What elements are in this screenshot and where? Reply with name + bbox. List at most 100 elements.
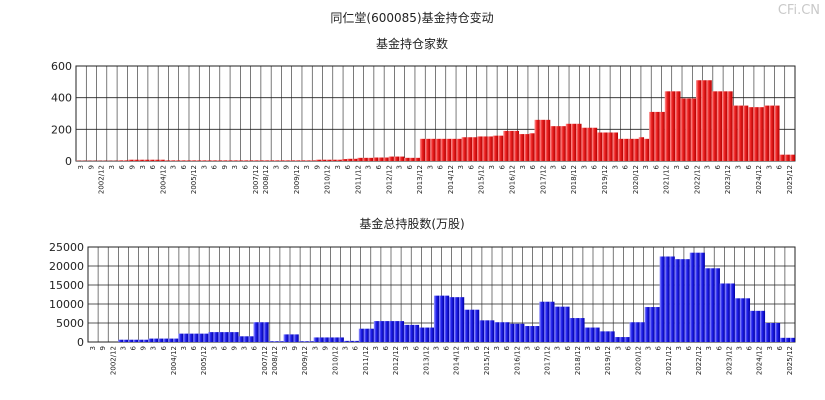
x-tick-label: 6 [594, 345, 602, 350]
chart1-bar [404, 157, 410, 161]
x-tick-label: 6 [129, 345, 137, 350]
chart2-bar [353, 340, 359, 342]
x-tick-label: 6 [776, 345, 784, 350]
x-tick-label: 3 [272, 165, 280, 169]
chart1-bar [789, 154, 796, 161]
chart2-bar [604, 331, 610, 342]
x-tick-label: 3 [457, 165, 465, 169]
x-tick-label: 6 [503, 345, 511, 350]
x-tick-label: 2004/12 [170, 346, 178, 375]
chart2-bar [769, 323, 776, 342]
chart2-bar [418, 327, 425, 342]
x-tick-label: 2008/12 [271, 346, 279, 375]
x-tick-label: 3 [642, 165, 650, 169]
chart1-bar [591, 127, 598, 161]
chart2-bar [514, 323, 520, 342]
x-tick-label: 3 [180, 346, 188, 350]
chart1-bar [748, 107, 754, 161]
chart1-bar [440, 138, 447, 161]
x-tick-label: 6 [533, 345, 541, 350]
chart1-bar [716, 91, 723, 161]
x-tick-label: 2017/12 [539, 165, 547, 194]
chart1-bar [602, 132, 608, 161]
chart2-bar [529, 326, 535, 342]
x-tick-label: 6 [180, 164, 188, 169]
chart1-bar [539, 119, 546, 161]
chart2-bar [629, 322, 635, 342]
chart1-bar [362, 157, 368, 161]
chart2-bar [408, 324, 415, 342]
x-tick-label: 6 [652, 164, 660, 169]
x-tick-label: 2022/12 [695, 346, 703, 375]
chart2-bar [584, 327, 590, 342]
chart2-bar [403, 324, 410, 342]
x-tick-label: 6 [685, 345, 693, 350]
chart2-bar [724, 283, 730, 342]
chart2-bar [789, 337, 796, 342]
y-tick-label: 200 [51, 123, 72, 136]
chart2-bar [624, 337, 630, 342]
chart1-bar [737, 105, 744, 161]
x-tick-label: 3 [735, 346, 743, 350]
chart1-bar [466, 137, 473, 161]
chart1-bar [414, 157, 421, 161]
chart1-bar [638, 137, 645, 161]
x-tick-label: 3 [488, 165, 496, 169]
chart1-bar [690, 98, 697, 161]
chart2-bar [644, 307, 650, 342]
chart2-bar [469, 309, 475, 342]
chart2-bar [609, 331, 615, 342]
chart1-bar [633, 138, 639, 161]
chart1-bar [779, 154, 785, 161]
chart1-bar [623, 138, 629, 161]
x-tick-label: 9 [99, 346, 107, 350]
x-tick-label: 3 [334, 165, 342, 169]
chart1-bar [696, 80, 702, 161]
chart2-bar [674, 259, 680, 342]
chart1-bar [550, 126, 556, 161]
x-tick-label: 6 [352, 345, 360, 350]
x-tick-label: 3 [150, 346, 158, 350]
chart1-bar [711, 91, 717, 161]
chart2-bar [564, 306, 570, 342]
chart1-bar [154, 159, 160, 161]
x-tick-label: 6 [714, 164, 722, 169]
x-tick-label: 6 [149, 164, 157, 169]
x-tick-label: 2016/12 [509, 165, 517, 194]
x-tick-label: 3 [519, 165, 527, 169]
x-tick-label: 3 [432, 346, 440, 350]
y-tick-label: 400 [51, 92, 72, 105]
chart1-bar [336, 159, 342, 161]
x-tick-label: 3 [119, 346, 127, 350]
chart1-bar [664, 91, 671, 161]
chart2-bar [664, 256, 670, 342]
chart1-bar [159, 159, 165, 161]
x-tick-label: 2022/12 [693, 165, 701, 194]
chart2-bar [444, 295, 450, 342]
x-tick-label: 6 [622, 164, 630, 169]
x-tick-label: 3 [231, 165, 239, 169]
chart2-bar [208, 332, 214, 342]
chart2-bar [288, 334, 294, 342]
chart1-bar [195, 160, 202, 161]
chart1-bar [649, 111, 655, 161]
chart2-bar [679, 259, 685, 342]
chart2-bar [574, 318, 580, 342]
chart1-bar [471, 137, 478, 161]
chart1-bar [206, 160, 212, 161]
x-tick-label: 3 [372, 346, 380, 350]
chart2-bar [474, 309, 480, 342]
chart2-bar [759, 310, 766, 342]
chart2-bar [158, 338, 164, 342]
chart2-bar [343, 340, 349, 342]
chart1-bar [164, 160, 170, 161]
chart2-bar [238, 336, 244, 342]
x-tick-label: 9 [128, 165, 136, 169]
chart2-bar [639, 322, 645, 342]
chart2-bar [504, 322, 510, 342]
chart1-bar [393, 156, 400, 161]
chart1-bar [300, 160, 306, 161]
chart1-bar [294, 160, 301, 161]
